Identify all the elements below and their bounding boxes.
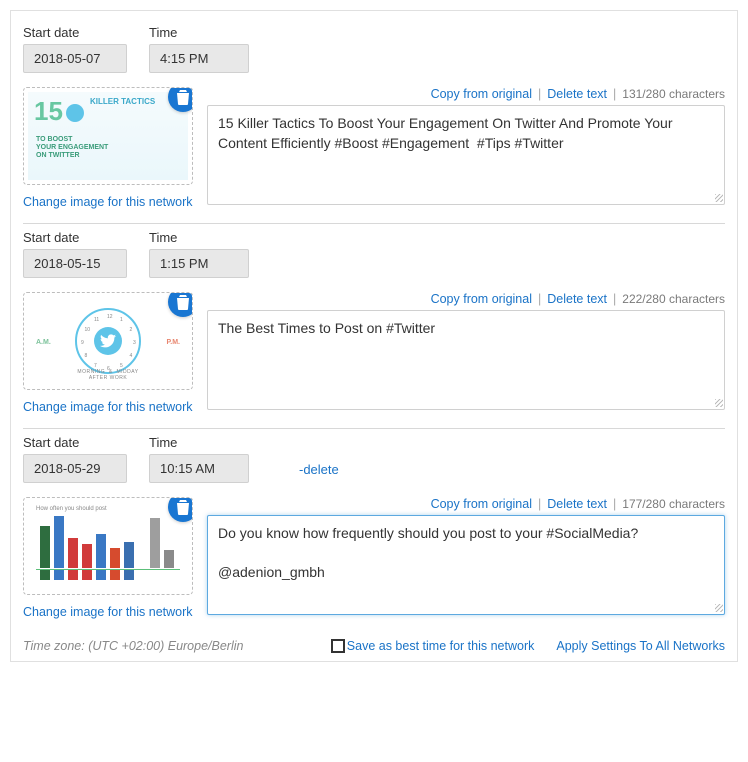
separator: | — [538, 497, 541, 511]
datetime-row: Start date 2018-05-15 Time 1:15 PM — [23, 230, 725, 278]
text-actions-row: Copy from original | Delete text | 177/280 c… — [207, 497, 725, 511]
copy-original-link[interactable]: Copy from original — [431, 292, 532, 306]
text-column: Copy from original | Delete text | 131/280 c… — [207, 87, 725, 208]
start-date-field[interactable]: 2018-05-07 — [23, 44, 127, 73]
time-label: Time — [149, 435, 249, 450]
separator: | — [613, 87, 616, 101]
start-date-label: Start date — [23, 230, 127, 245]
delete-text-link[interactable]: Delete text — [547, 497, 607, 511]
delete-post-link[interactable]: -delete — [299, 462, 339, 483]
time-field[interactable]: 10:15 AM — [149, 454, 249, 483]
start-date-field[interactable]: 2018-05-15 — [23, 249, 127, 278]
start-date-label: Start date — [23, 25, 127, 40]
save-best-link[interactable]: Save as best time for this network — [347, 639, 535, 653]
start-date-label: Start date — [23, 435, 127, 450]
datetime-row: Start date 2018-05-07 Time 4:15 PM — [23, 25, 725, 73]
content-row: How often you should post Change image fo… — [23, 497, 725, 619]
char-count: 131/280 characters — [622, 87, 725, 101]
time-label: Time — [149, 230, 249, 245]
scheduler-panel: Start date 2018-05-07 Time 4:15 PM 15KILLER … — [10, 10, 738, 662]
change-image-link[interactable]: Change image for this network — [23, 195, 193, 209]
save-best-checkbox[interactable] — [331, 639, 345, 653]
separator: | — [538, 87, 541, 101]
text-actions-row: Copy from original | Delete text | 222/280 c… — [207, 292, 725, 306]
separator: | — [613, 292, 616, 306]
separator: | — [538, 292, 541, 306]
start-date-field[interactable]: 2018-05-29 — [23, 454, 127, 483]
post-block: Start date 2018-05-29 Time 10:15 AM -delete H… — [23, 429, 725, 633]
change-image-link[interactable]: Change image for this network — [23, 605, 193, 619]
timezone-label: Time zone: (UTC +02:00) Europe/Berlin — [23, 639, 331, 653]
post-text-input[interactable]: The Best Times to Post on #Twitter — [207, 310, 725, 410]
separator: | — [613, 497, 616, 511]
change-image-link[interactable]: Change image for this network — [23, 400, 193, 414]
thumbnail-preview[interactable]: 15KILLER TACTICSTO BOOSTYOUR ENGAGEMENTO… — [23, 87, 193, 185]
post-block: Start date 2018-05-15 Time 1:15 PM A.M.P.M.1… — [23, 224, 725, 429]
footer-row: Time zone: (UTC +02:00) Europe/Berlin Sa… — [23, 639, 725, 653]
thumbnail-preview[interactable]: A.M.P.M.121234567891011MORNING & MIDDAYA… — [23, 292, 193, 390]
thumbnail-preview[interactable]: How often you should post — [23, 497, 193, 595]
thumbnail-column: How often you should post Change image fo… — [23, 497, 193, 619]
time-field[interactable]: 4:15 PM — [149, 44, 249, 73]
post-text-input[interactable]: 15 Killer Tactics To Boost Your Engageme… — [207, 105, 725, 205]
apply-all-link[interactable]: Apply Settings To All Networks — [556, 639, 725, 653]
copy-original-link[interactable]: Copy from original — [431, 87, 532, 101]
post-text-input[interactable]: Do you know how frequently should you po… — [207, 515, 725, 615]
time-field[interactable]: 1:15 PM — [149, 249, 249, 278]
delete-text-link[interactable]: Delete text — [547, 87, 607, 101]
char-count: 222/280 characters — [622, 292, 725, 306]
char-count: 177/280 characters — [622, 497, 725, 511]
text-column: Copy from original | Delete text | 177/280 c… — [207, 497, 725, 618]
content-row: A.M.P.M.121234567891011MORNING & MIDDAYA… — [23, 292, 725, 414]
content-row: 15KILLER TACTICSTO BOOSTYOUR ENGAGEMENTO… — [23, 87, 725, 209]
post-block: Start date 2018-05-07 Time 4:15 PM 15KILLER … — [23, 19, 725, 224]
thumbnail-column: 15KILLER TACTICSTO BOOSTYOUR ENGAGEMENTO… — [23, 87, 193, 209]
text-actions-row: Copy from original | Delete text | 131/280 c… — [207, 87, 725, 101]
text-column: Copy from original | Delete text | 222/280 c… — [207, 292, 725, 413]
thumbnail-column: A.M.P.M.121234567891011MORNING & MIDDAYA… — [23, 292, 193, 414]
time-label: Time — [149, 25, 249, 40]
delete-text-link[interactable]: Delete text — [547, 292, 607, 306]
datetime-row: Start date 2018-05-29 Time 10:15 AM -delete — [23, 435, 725, 483]
copy-original-link[interactable]: Copy from original — [431, 497, 532, 511]
